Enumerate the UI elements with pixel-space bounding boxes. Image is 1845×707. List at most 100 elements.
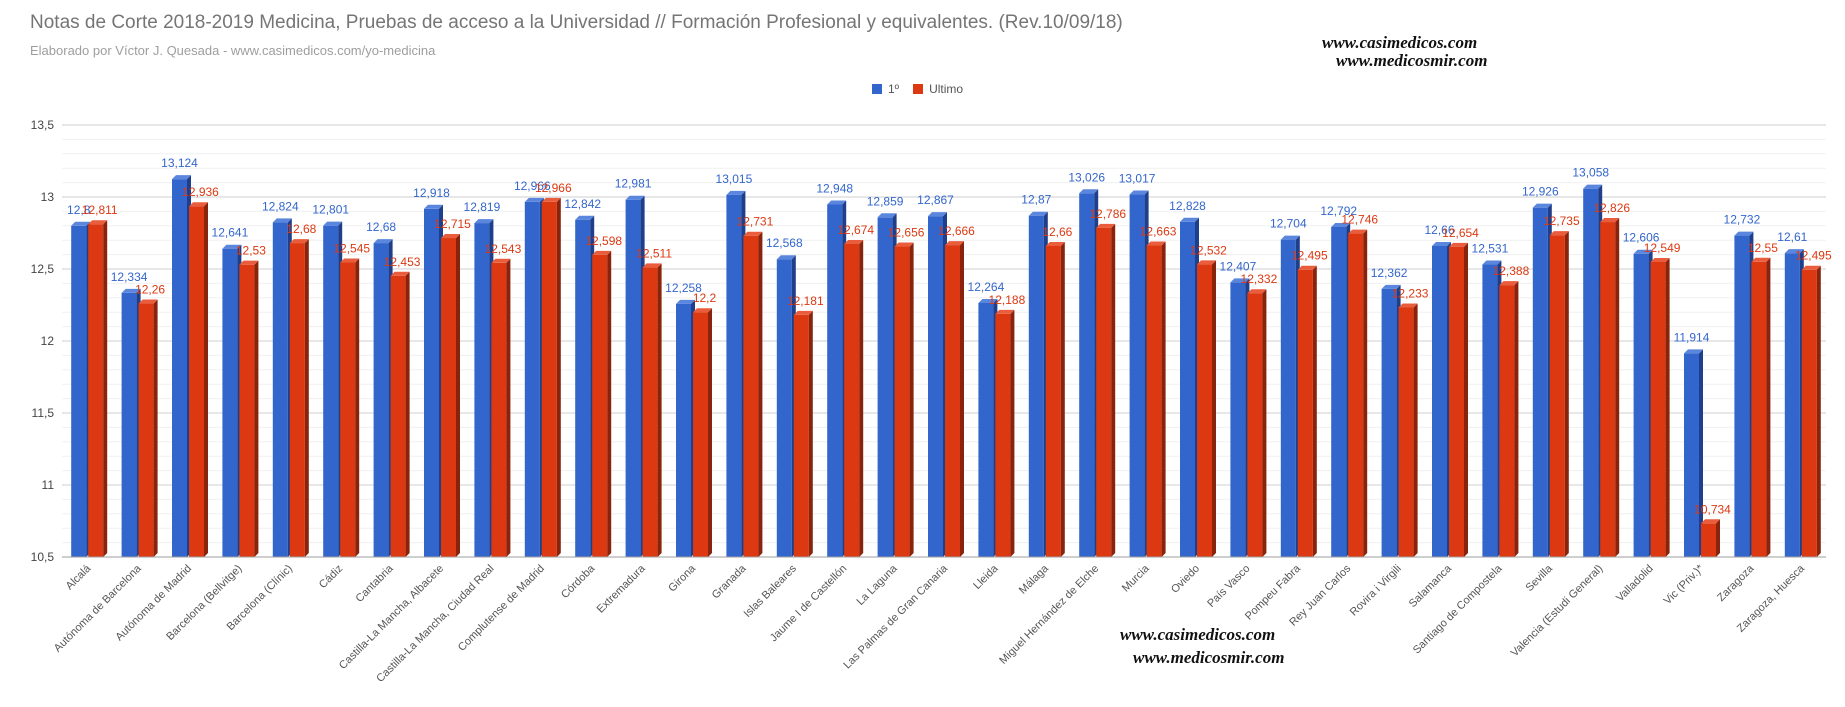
bar-series-1-top xyxy=(1633,249,1653,254)
bar-series-1 xyxy=(323,225,339,557)
bar-series-2-top xyxy=(1348,229,1368,234)
y-tick-label: 12,5 xyxy=(31,262,55,276)
bar-series-2 xyxy=(1801,269,1817,557)
data-label-series-1: 12,926 xyxy=(1522,185,1559,199)
bar-series-1 xyxy=(172,179,187,558)
bar-series-1 xyxy=(1129,194,1145,557)
data-label-series-1: 12,966 xyxy=(514,179,551,193)
bar-series-2-top xyxy=(1096,223,1116,228)
data-label-series-2: 12,388 xyxy=(1493,264,1530,278)
bar-series-1-top xyxy=(877,213,897,218)
bar-series-1-top xyxy=(625,195,645,200)
bar-series-1-top xyxy=(1280,235,1300,240)
x-category-label: Murcia xyxy=(1120,562,1152,594)
legend-item-series-2[interactable]: Ultimo xyxy=(913,82,963,96)
bar-series-2-top xyxy=(289,239,309,244)
bar-series-2-top xyxy=(793,310,813,315)
x-category-label: Valencia (Estudi General) xyxy=(1509,563,1606,660)
bar-series-2 xyxy=(1650,261,1666,557)
x-category-label: Santiago de Compostela xyxy=(1411,562,1505,656)
bar-series-2-side xyxy=(808,310,813,557)
data-label-series-2: 10,734 xyxy=(1694,502,1731,516)
bar-series-1 xyxy=(222,248,238,558)
bar-series-1-top xyxy=(1129,190,1149,195)
data-label-series-1: 12,918 xyxy=(413,186,450,200)
bar-series-2-top xyxy=(945,241,964,246)
bar-series-2-top xyxy=(592,250,612,255)
bar-series-1 xyxy=(1331,226,1347,557)
bar-series-1-top xyxy=(1381,284,1401,289)
y-tick-label: 11,5 xyxy=(32,406,55,420)
bar-series-2 xyxy=(189,206,204,557)
bar-series-2 xyxy=(1600,222,1616,557)
bar-series-1-top xyxy=(172,175,191,180)
legend-item-series-1[interactable]: 1º xyxy=(872,82,899,96)
x-category-label: Valladolid xyxy=(1614,563,1656,605)
data-label-series-1: 11,914 xyxy=(1674,330,1710,344)
bar-series-2 xyxy=(1146,245,1162,557)
bar-series-2 xyxy=(1449,246,1464,557)
bar-series-2-top xyxy=(340,258,360,263)
data-label-series-2: 12,715 xyxy=(434,217,471,231)
data-label-series-1: 12,334 xyxy=(111,270,148,284)
data-label-series-1: 12,828 xyxy=(1169,199,1206,213)
bar-series-2 xyxy=(1197,264,1212,557)
bar-series-1 xyxy=(524,201,540,557)
bar-series-2-side xyxy=(859,239,864,557)
bar-series-1-top xyxy=(1028,211,1048,216)
bar-series-2 xyxy=(541,201,557,557)
data-label-series-2: 12,188 xyxy=(989,293,1026,307)
bar-series-1-top xyxy=(272,218,292,223)
bar-series-1 xyxy=(121,292,137,557)
data-label-series-2: 12,495 xyxy=(1795,249,1832,263)
bar-series-2-top xyxy=(995,309,1015,314)
bar-series-2-side xyxy=(153,299,158,557)
data-label-series-2: 12,66 xyxy=(1042,225,1072,239)
bar-series-2-side xyxy=(758,231,763,557)
data-label-series-2: 12,663 xyxy=(1140,225,1177,239)
x-category-label: Alcalá xyxy=(64,562,94,592)
bar-series-1 xyxy=(1684,353,1699,557)
bar-series-2-top xyxy=(743,231,763,236)
bar-series-2-top xyxy=(642,263,662,268)
data-label-series-1: 13,017 xyxy=(1119,172,1156,186)
bar-series-1-top xyxy=(1432,241,1451,246)
bar-series-2-top xyxy=(1549,231,1569,236)
bar-series-2-side xyxy=(909,242,914,557)
bar-series-2-side xyxy=(103,220,108,557)
data-label-series-1: 12,258 xyxy=(665,281,702,295)
bar-series-2-side xyxy=(355,258,360,557)
x-category-label: Rovira i Virgili xyxy=(1348,563,1404,619)
bar-series-2-top xyxy=(88,220,108,225)
bar-series-2-side xyxy=(708,308,712,557)
bar-series-2-side xyxy=(1816,265,1821,557)
bar-series-2 xyxy=(894,246,910,557)
data-label-series-1: 12,61 xyxy=(1777,230,1807,244)
bar-series-1-side xyxy=(1699,349,1703,557)
y-tick-label: 13,5 xyxy=(31,118,55,132)
data-label-series-2: 12,654 xyxy=(1442,226,1479,240)
bar-series-1 xyxy=(877,217,893,557)
bar-series-2-side xyxy=(254,260,259,557)
data-label-series-1: 12,792 xyxy=(1320,204,1357,218)
watermark-bottom-medicosmir: www.medicosmir.com xyxy=(1133,648,1285,667)
data-label-series-1: 12,948 xyxy=(816,181,853,195)
bar-series-1-top xyxy=(726,190,746,195)
bar-series-1 xyxy=(1230,282,1246,557)
bar-series-2-top xyxy=(1751,257,1771,262)
legend-label-series-1: 1º xyxy=(888,82,900,96)
data-label-series-1: 12,867 xyxy=(917,193,954,207)
data-label-series-2: 12,532 xyxy=(1190,243,1227,257)
data-label-series-2: 12,511 xyxy=(636,246,672,260)
bar-series-2 xyxy=(1549,235,1565,557)
y-tick-label: 11 xyxy=(42,478,55,492)
bar-series-2 xyxy=(138,303,154,557)
bar-series-1-top xyxy=(1684,349,1703,354)
legend-swatch-series-2 xyxy=(913,84,924,94)
bar-series-2-top xyxy=(1045,241,1065,246)
bar-series-2 xyxy=(491,262,507,557)
bar-series-1 xyxy=(676,303,691,557)
bar-series-2 xyxy=(441,238,456,558)
data-label-series-1: 13,058 xyxy=(1572,166,1609,180)
bar-series-1 xyxy=(71,225,87,558)
